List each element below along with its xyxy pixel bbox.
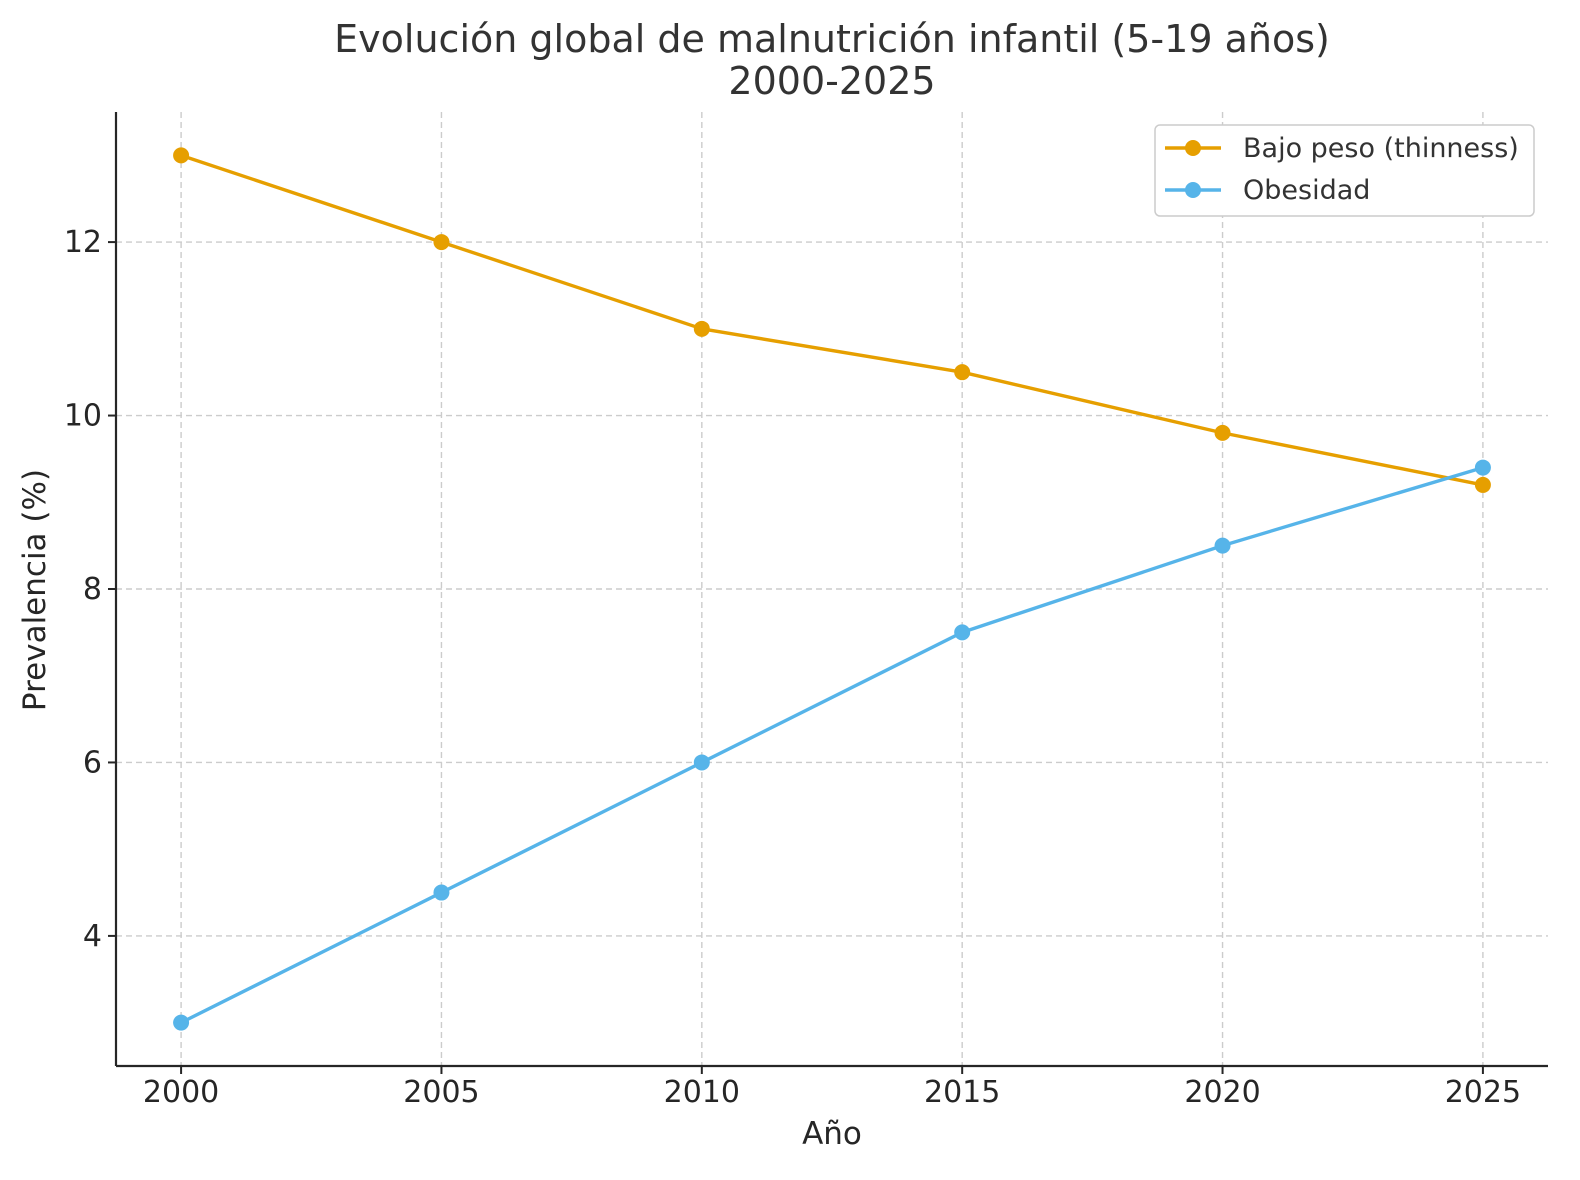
x-tick-label-2000: 2000 — [143, 1075, 219, 1110]
series-2-point-2000 — [173, 1014, 190, 1031]
series-2-point-2015 — [954, 624, 971, 641]
series-1-point-2010 — [693, 320, 710, 337]
axis-ticks: 2000 2005 2010 2015 2020 2025 4 6 8 10 12 — [64, 225, 1521, 1110]
legend-item-1-marker — [1185, 140, 1201, 156]
series-2-point-2010 — [693, 754, 710, 771]
legend: Bajo peso (thinness) Obesidad — [1154, 124, 1535, 217]
series-2-line — [180, 465, 1484, 1025]
series-1-point-2005 — [433, 234, 450, 251]
legend-frame — [1154, 124, 1535, 217]
chart-title-line-2: 2000-2025 — [728, 59, 935, 103]
x-tick-label-2025: 2025 — [1445, 1075, 1521, 1110]
series-1-point-2000 — [173, 147, 190, 164]
y-tick-label-10: 10 — [64, 399, 102, 434]
y-axis-label: Prevalencia (%) — [17, 469, 53, 711]
y-tick-label-8: 8 — [83, 572, 102, 607]
series-2-point-2025 — [1474, 459, 1491, 476]
x-tick-label-2010: 2010 — [664, 1075, 740, 1110]
legend-item-1-label: Bajo peso (thinness) — [1243, 133, 1519, 164]
y-tick-label-12: 12 — [64, 225, 102, 260]
series-2-point-2005 — [433, 884, 450, 901]
y-tick-label-6: 6 — [83, 745, 102, 780]
series-1-line — [180, 153, 1484, 487]
series-1-point-2025 — [1474, 476, 1491, 493]
chart-title-line-1: Evolución global de malnutrición infanti… — [334, 17, 1330, 61]
data-series — [173, 147, 1491, 1031]
legend-item-2-marker — [1185, 182, 1201, 198]
x-tick-label-2015: 2015 — [924, 1075, 1000, 1110]
grid — [116, 112, 1548, 1066]
series-2-point-2020 — [1214, 537, 1231, 554]
legend-item-2-label: Obesidad — [1243, 175, 1370, 206]
x-tick-label-2020: 2020 — [1184, 1075, 1260, 1110]
x-axis-label: Año — [802, 1116, 862, 1152]
series-1-point-2015 — [954, 364, 971, 381]
x-tick-label-2005: 2005 — [403, 1075, 479, 1110]
y-tick-label-4: 4 — [83, 919, 102, 954]
series-1-point-2020 — [1214, 424, 1231, 441]
